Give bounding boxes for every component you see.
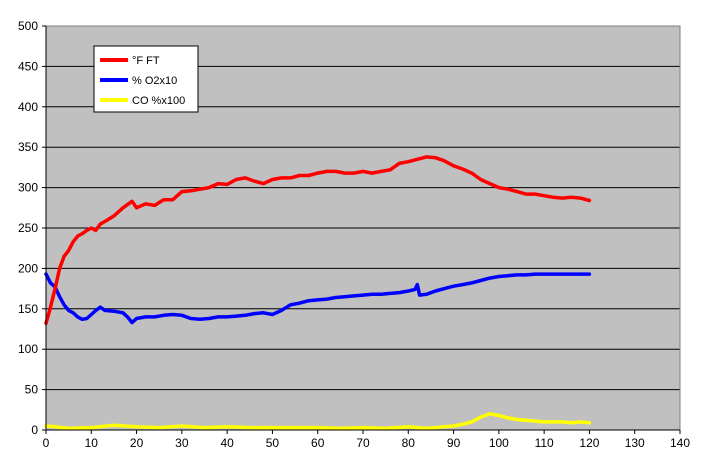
y-tick-label: 250	[18, 221, 38, 235]
legend-label: CO %x100	[132, 95, 185, 107]
y-tick-label: 350	[18, 140, 38, 154]
series-group	[44, 155, 592, 431]
x-tick-label: 130	[625, 436, 645, 450]
x-tick-label: 140	[670, 436, 690, 450]
series-line	[44, 412, 592, 431]
y-tick-label: 0	[31, 423, 38, 437]
x-tick-label: 110	[535, 436, 554, 450]
y-tick-label: 50	[25, 383, 39, 397]
x-tick-label: 100	[489, 436, 509, 450]
x-tick-label: 80	[402, 436, 416, 450]
y-tick-label: 150	[18, 302, 38, 316]
x-tick-label: 30	[175, 436, 189, 450]
y-tick-label: 100	[18, 342, 38, 356]
x-tick-label: 70	[356, 436, 370, 450]
y-tick-label: 300	[18, 181, 38, 195]
x-tick-label: 90	[447, 436, 461, 450]
legend: °F FT % O2x10 CO %x100	[93, 45, 199, 113]
x-tick-label: 10	[85, 436, 99, 450]
x-tick-label: 60	[311, 436, 325, 450]
x-tick-label: 20	[130, 436, 144, 450]
x-tick-label: 50	[266, 436, 280, 450]
y-tick-label: 400	[18, 100, 38, 114]
legend-label: % O2x10	[132, 75, 177, 87]
y-tick-label: 200	[18, 261, 38, 275]
series-line	[44, 155, 592, 326]
x-tick-label: 120	[579, 436, 599, 450]
x-tick-label: 0	[43, 436, 50, 450]
axes: 0 50 100 150 200 250 300 350 400 450 500 0 10 20 30 40 5…	[18, 19, 690, 450]
y-tick-label: 500	[18, 19, 38, 33]
legend-label: °F FT	[132, 55, 160, 67]
x-tick-label: 40	[220, 436, 234, 450]
y-tick-label: 450	[18, 59, 38, 73]
series-line	[44, 272, 592, 325]
